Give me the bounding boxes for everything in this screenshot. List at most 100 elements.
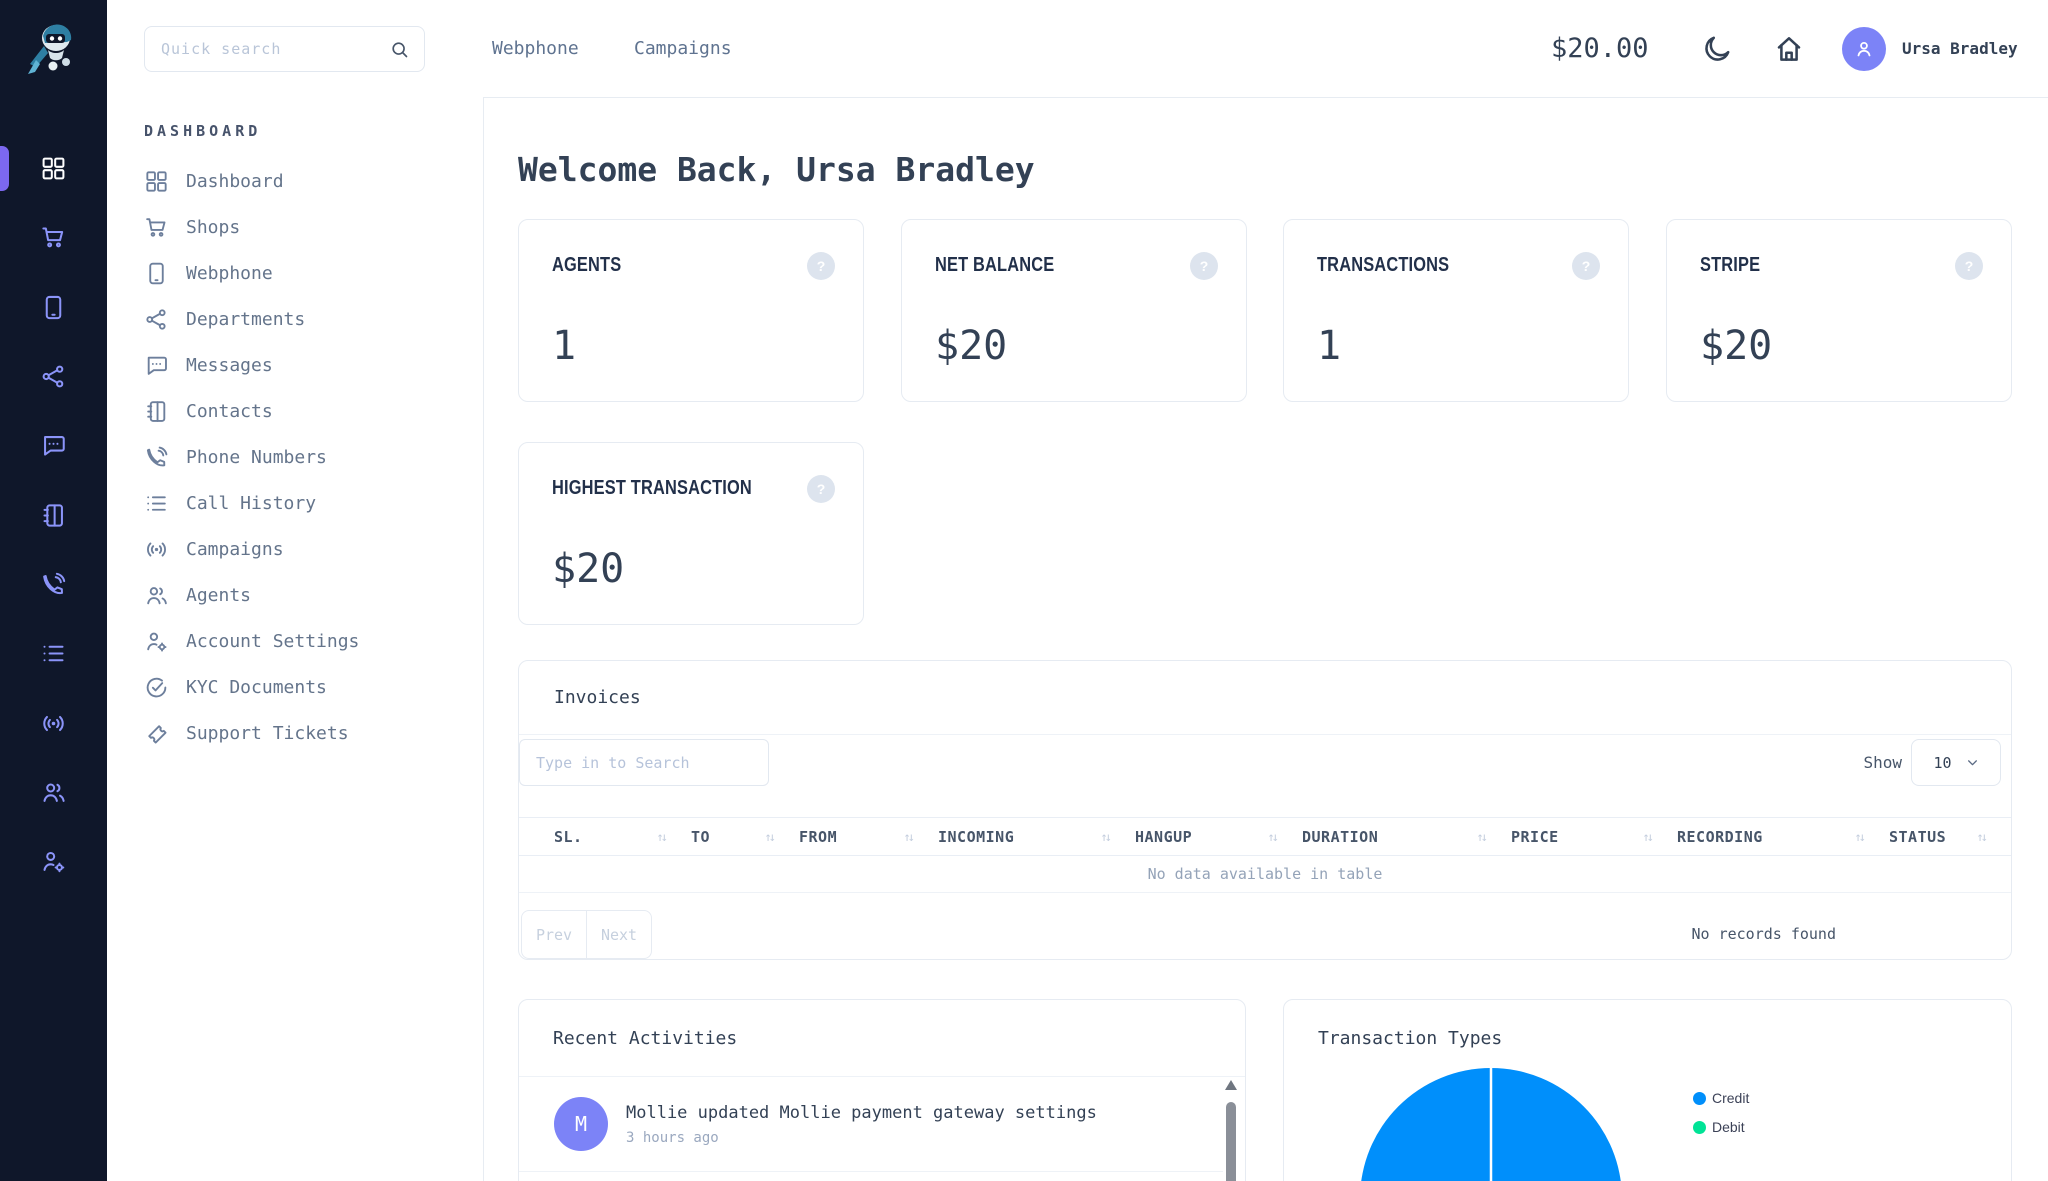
quick-search-box [144,26,425,72]
tablet-icon [149,262,164,284]
sidebar-item-account-settings[interactable]: Account Settings [107,618,483,664]
show-label: Show [1863,753,1902,772]
sidebar-item-phone-numbers[interactable]: Phone Numbers [107,434,483,480]
sidebar-item-label: Phone Numbers [186,446,327,468]
stat-card-agents: AGENTS ? 1 [518,219,864,402]
stat-card-value: $20 [1700,323,1773,369]
divider [519,734,2011,735]
stat-card-value: 1 [552,323,577,369]
invoices-title: Invoices [554,687,641,708]
sidebar-item-agents[interactable]: Agents [107,572,483,618]
sidebar-item-shops[interactable]: Shops [107,204,483,250]
sidebar-item-contacts[interactable]: Contacts [107,388,483,434]
page-size-select[interactable]: 10 [1911,739,2001,786]
sidebar-item-label: Messages [186,354,273,376]
sidebar-item-departments[interactable]: Departments [107,296,483,342]
chevron-down-icon [1967,760,1977,766]
column-header-hangup[interactable]: HANGUP ↑↓ [1135,827,1280,846]
sidebar-item-call-history[interactable]: Call History [107,480,483,526]
sidebar-item-label: KYC Documents [186,676,327,698]
sort-icon: ↑↓ [656,829,669,844]
sidebar-item-webphone[interactable]: Webphone [107,250,483,296]
stat-card-value: $20 [552,546,625,592]
stat-card-transactions: TRANSACTIONS ? 1 [1283,219,1629,402]
help-icon[interactable]: ? [1572,252,1600,280]
column-header-duration[interactable]: DURATION ↑↓ [1302,827,1488,846]
rail-item-agents[interactable] [0,758,107,827]
column-header-status[interactable]: STATUS ↑↓ [1889,827,1988,846]
legend-item-debit[interactable]: Debit [1693,1119,1749,1135]
list-icon [43,645,64,662]
no-records-text: No records found [1691,925,1837,943]
invoices-table-header: SL. ↑↓ TO ↑↓ FROM ↑↓ INCOMING ↑↓ HANGUP ↑↓ DU… [519,817,2011,856]
next-button[interactable]: Next [600,925,638,944]
sidebar-item-label: Call History [186,492,317,514]
scrollbar-thumb[interactable] [1226,1102,1236,1181]
topbar-link-campaigns[interactable]: Campaigns [634,38,732,59]
rail-item-contacts[interactable] [0,480,107,549]
share-nodes-icon [146,308,166,330]
divider [519,1171,1223,1172]
rail-item-dashboard[interactable] [0,134,107,203]
column-header-sl[interactable]: SL. ↑↓ [554,827,669,846]
sidebar-item-campaigns[interactable]: Campaigns [107,526,483,572]
rail-item-shops[interactable] [0,203,107,272]
chart-legend: Credit Debit [1693,1090,1749,1135]
home-icon[interactable] [1773,33,1805,65]
rail-nav [0,134,107,896]
pagination: Prev Next [521,910,652,959]
sidebar-item-messages[interactable]: Messages [107,342,483,388]
sidebar-item-label: Shops [186,216,241,238]
rail-item-webphone[interactable] [0,273,107,342]
user-gear-icon [147,632,167,651]
column-header-recording[interactable]: RECORDING ↑↓ [1677,827,1866,846]
balance-amount[interactable]: $20.00 [1551,33,1649,64]
icon-rail [0,0,107,1181]
rail-item-call-history[interactable] [0,619,107,688]
help-icon[interactable]: ? [1955,252,1983,280]
rail-item-messages[interactable] [0,411,107,480]
moon-icon[interactable] [1701,33,1733,65]
sort-icon: ↑↓ [1267,829,1280,844]
quick-search-input[interactable] [159,39,389,59]
column-header-incoming[interactable]: INCOMING ↑↓ [938,827,1113,846]
broadcast-icon [43,715,64,731]
activity-avatar: M [554,1097,608,1151]
search-icon[interactable] [389,39,410,60]
message-icon [44,436,65,456]
help-icon[interactable]: ? [1190,252,1218,280]
help-icon[interactable]: ? [807,252,835,280]
sidebar-item-label: Support Tickets [186,722,349,744]
rail-item-account-settings[interactable] [0,827,107,896]
scrollbar-up-arrow-icon[interactable] [1225,1080,1237,1090]
column-header-to[interactable]: TO ↑↓ [691,827,776,846]
list-icon [147,495,166,511]
sidebar-item-support-tickets[interactable]: Support Tickets [107,710,483,756]
column-header-price[interactable]: PRICE ↑↓ [1511,827,1654,846]
rail-item-departments[interactable] [0,342,107,411]
transaction-types-pie-chart[interactable] [1284,1000,2012,1181]
legend-item-credit[interactable]: Credit [1693,1090,1749,1106]
invoices-search-input[interactable] [534,752,754,773]
activity-text: Mollie updated Mollie payment gateway se… [626,1103,1097,1123]
sidebar-item-dashboard[interactable]: Dashboard [107,158,483,204]
tablet-icon [45,295,62,319]
prev-button[interactable]: Prev [522,911,587,958]
rail-item-phone-numbers[interactable] [0,550,107,619]
stat-card-title: NET BALANCE [935,254,1055,276]
help-icon[interactable]: ? [807,475,835,503]
activities-scrollbar [1225,1080,1237,1181]
column-header-from[interactable]: FROM ↑↓ [799,827,915,846]
sidebar-item-label: Account Settings [186,630,360,652]
user-avatar[interactable] [1842,27,1886,71]
sidebar: DASHBOARD Dashboard Shops Webphone Depar… [107,0,483,1181]
topbar-link-webphone[interactable]: Webphone [492,38,579,59]
user-name[interactable]: Ursa Bradley [1902,39,2018,58]
table-empty-message: No data available in table [519,856,2011,893]
stat-card-title: HIGHEST TRANSACTION [552,477,752,499]
app-logo-ninja-mascot[interactable] [26,16,82,78]
sort-icon: ↑↓ [1100,829,1113,844]
sidebar-item-kyc-documents[interactable]: KYC Documents [107,664,483,710]
rail-item-campaigns[interactable] [0,688,107,757]
